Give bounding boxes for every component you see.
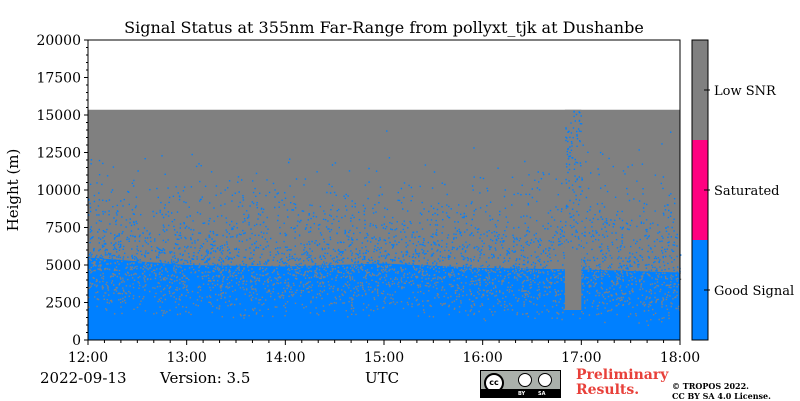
colorbar-segment (692, 40, 708, 140)
colorbar-label: Low SNR (714, 84, 777, 99)
x-tick-label: 17:00 (561, 350, 601, 366)
x-tick-label: 18:00 (660, 350, 700, 366)
footer-date: 2022-09-13 (40, 369, 127, 387)
cc-by-label: BY (518, 391, 526, 397)
preliminary-line1: Preliminary (576, 367, 669, 383)
signal-speckle-layer (88, 130, 682, 326)
colorbar-segment (692, 240, 708, 340)
x-tick-label: 15:00 (364, 350, 404, 366)
x-tick-label: 13:00 (166, 350, 206, 366)
cc-badge-strip (481, 389, 560, 397)
colorbar: Good Signal Saturated Low SNR (691, 39, 794, 341)
x-tick-label: 14:00 (265, 350, 305, 366)
x-axis-label-utc: UTC (365, 369, 400, 387)
x-tick-label: 16:00 (462, 350, 502, 366)
y-tick-label: 0 (72, 333, 81, 349)
cc-license-badge: cc BY SA (480, 370, 561, 398)
chart-title: Signal Status at 355nm Far-Range from po… (124, 18, 644, 37)
colorbar-label: Good Signal (714, 284, 794, 299)
gap-speckle-layer (564, 110, 583, 250)
good-signal-speckle (88, 130, 682, 274)
footer-version: Version: 3.5 (160, 369, 251, 387)
y-axis-label: Height (m) (4, 149, 22, 232)
colorbar-frame (691, 39, 709, 341)
plot-area (87, 39, 682, 341)
y-tick-label: 15000 (36, 108, 81, 124)
x-tick-label: 12:00 (68, 350, 108, 366)
y-tick-label: 20000 (36, 33, 81, 49)
cc-by-icon (518, 373, 532, 387)
preliminary-notice: Preliminary Results. (576, 368, 676, 398)
y-tick-label: 17500 (36, 71, 81, 87)
gap-speckle (564, 110, 583, 250)
colorbar-label: Saturated (714, 184, 779, 199)
y-tick-label: 10000 (36, 183, 81, 199)
colorbar-segment (692, 140, 708, 240)
y-axis: 0 2500 5000 7500 10000 12500 15000 17500 20000 (36, 33, 88, 349)
preliminary-line2: Results. (576, 382, 640, 398)
copyright-line1: © TROPOS 2022. (672, 381, 749, 391)
copyright-notice: © TROPOS 2022. CC BY SA 4.0 License. (672, 381, 800, 401)
y-tick-label: 2500 (45, 296, 81, 312)
y-tick-label: 12500 (36, 146, 81, 162)
cc-sa-label: SA (538, 391, 546, 397)
y-tick-label: 5000 (45, 258, 81, 274)
x-axis: 12:00 13:00 14:00 15:00 16:00 17:00 18:00 (68, 340, 700, 366)
low-snr-speckle (88, 258, 682, 326)
cc-sa-icon (538, 373, 552, 387)
y-tick-label: 7500 (45, 221, 81, 237)
copyright-line2: CC BY SA 4.0 License. (672, 391, 771, 401)
